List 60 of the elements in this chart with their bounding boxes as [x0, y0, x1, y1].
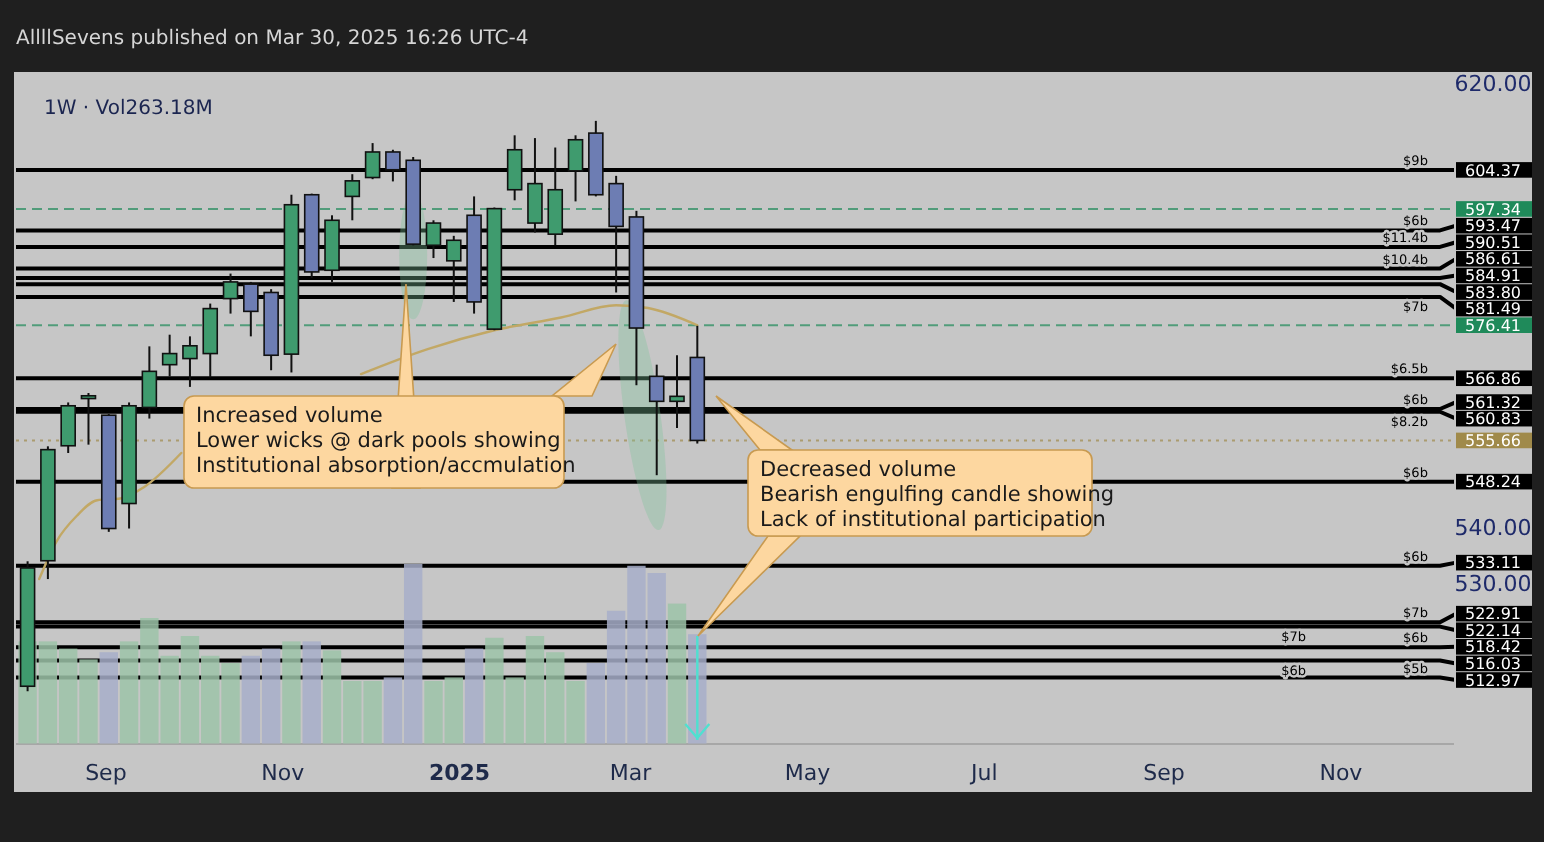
candlestick [527, 137, 543, 234]
candlestick [222, 272, 239, 315]
candlestick [60, 401, 76, 454]
candlestick [344, 173, 361, 222]
ref-line-label: 590.51 [1465, 233, 1521, 252]
ref-line-label: 583.80 [1465, 283, 1521, 302]
ref-line-label: 561.32 [1465, 393, 1521, 412]
x-tick-label: 2025 [428, 760, 491, 786]
candlestick [608, 174, 624, 294]
annotation: Increased volume Lower wicks @ dark pools showing Institutional absorption/accmulation [196, 404, 576, 479]
bar [282, 641, 301, 744]
x-tick-label: Nov [261, 760, 306, 786]
ref-line-label: 522.14 [1465, 621, 1521, 640]
candlestick [161, 333, 178, 378]
bar [667, 603, 687, 744]
x-tick-label: Nov [1319, 760, 1364, 786]
annotation: Decreased volume Bearish engulfing candle showing Lack of institutional participation [760, 458, 1115, 533]
x-tick-label: Sep [1143, 760, 1185, 786]
x-tick-label: Mar [609, 760, 653, 786]
ref-line-label: 584.91 [1465, 267, 1521, 286]
ref-line-label: 560.83 [1465, 410, 1521, 429]
candlestick [243, 280, 259, 338]
ref-line-label: 516.03 [1465, 655, 1521, 674]
candlestick [547, 146, 564, 247]
ref-line-label: 522.91 [1465, 605, 1521, 624]
ref-line-label: 604.37 [1465, 161, 1521, 180]
ref-line-label: 533.11 [1465, 554, 1521, 573]
bar [302, 641, 321, 744]
ref-line-label: 576.41 [1465, 316, 1521, 335]
x-tick-label: Sep [85, 760, 127, 786]
bar [99, 652, 118, 744]
candlestick [202, 302, 219, 379]
bar [464, 648, 484, 744]
candlestick [445, 234, 462, 303]
ref-line-label: 597.34 [1465, 200, 1521, 219]
ref-line-label: 548.24 [1465, 473, 1521, 492]
ref-line-label: 581.49 [1465, 300, 1521, 319]
candlestick [141, 345, 158, 420]
ref-line-label: 593.47 [1465, 217, 1521, 236]
ref-line-label: 586.61 [1465, 250, 1521, 269]
candlestick [364, 142, 381, 181]
chart-title: AllllSevens published on Mar 30, 2025 16:26 UTC-4 [16, 28, 529, 50]
x-tick-label: Jul [969, 760, 998, 786]
candlestick [567, 134, 584, 203]
y-tick-label: 530.00 [1454, 570, 1532, 597]
ref-line-label: 512.97 [1465, 671, 1521, 690]
candlestick [669, 354, 685, 429]
candlestick [506, 134, 523, 202]
candlestick [80, 392, 97, 446]
ref-line-label: 518.42 [1465, 638, 1521, 657]
y-tick-label: 620.00 [1454, 71, 1532, 98]
x-tick-label: May [784, 760, 832, 786]
candlestick [385, 148, 401, 183]
ref-line-label: 566.86 [1465, 369, 1521, 388]
candlestick [182, 335, 198, 388]
candlestick [648, 363, 665, 477]
candlestick [425, 219, 442, 260]
y-tick-label: 540.00 [1454, 515, 1532, 542]
text: 1W · Vol263.18M [44, 98, 213, 120]
ref-line-label: 555.66 [1465, 432, 1521, 451]
